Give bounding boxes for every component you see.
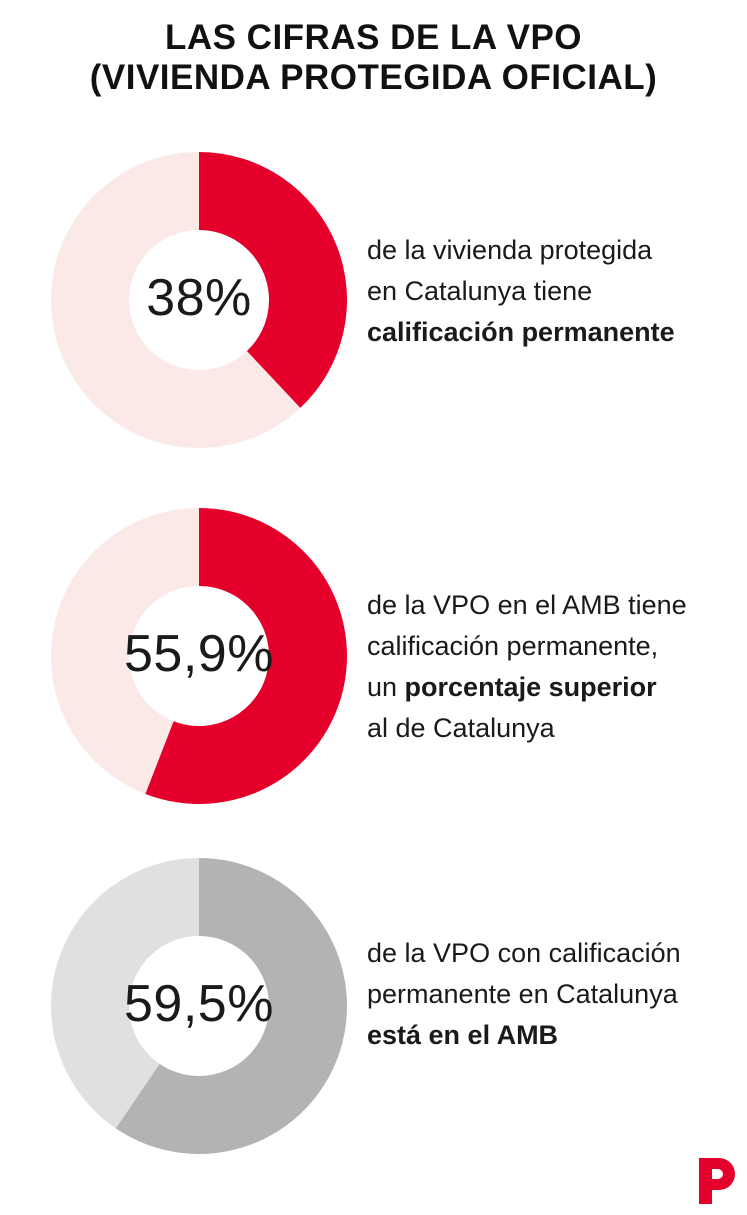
donut-chart-2: 55,9%: [49, 506, 349, 806]
logo-shape: [699, 1158, 735, 1204]
donut-2-line-4: al de Catalunya: [367, 708, 687, 749]
donut-1-percentage-label: 38%: [146, 269, 252, 327]
donut-3-description: de la VPO con calificación permanente en…: [367, 933, 681, 1056]
donut-3-line-1-plain: de la VPO con calificación: [367, 938, 681, 968]
donut-2-line-3-bold: porcentaje superior: [404, 672, 657, 702]
donut-3-line-3: está en el AMB: [367, 1015, 681, 1056]
donut-1-line-1: de la vivienda protegida: [367, 230, 675, 271]
publico-p-logo-icon: [699, 1158, 735, 1204]
donut-svg-3: [51, 858, 347, 1154]
donut-svg-1: [50, 152, 348, 448]
donut-2-line-1: de la VPO en el AMB tiene: [367, 585, 687, 626]
donut-3-percentage-label: 59,5%: [124, 975, 274, 1033]
donut-svg-2: [50, 508, 347, 804]
donut-3-line-3-bold: está en el AMB: [367, 1020, 559, 1050]
donut-1-line-3-bold: calificación permanente: [367, 317, 675, 347]
title-line-1: LAS CIFRAS DE LA VPO: [164, 18, 583, 57]
donut-1-line-3: calificación permanente: [367, 312, 675, 353]
donut-2-description: de la VPO en el AMB tiene calificación p…: [367, 585, 687, 749]
donut-2-percentage-label: 55,9%: [124, 625, 274, 683]
donut-chart-3: 59,5%: [49, 856, 349, 1156]
page-title: LAS CIFRAS DE LA VPO (VIVIENDA PROTEGIDA…: [0, 18, 747, 98]
donut-1-line-1-plain: de la vivienda protegida: [367, 235, 653, 265]
donut-3-line-2: permanente en Catalunya: [367, 974, 681, 1015]
donut-2-line-3: un porcentaje superior: [367, 667, 687, 708]
donut-2-remainder-arc: [50, 508, 200, 794]
donut-1-remainder-arc: [50, 152, 301, 448]
donut-chart-1: 38%: [49, 150, 349, 450]
donut-1-line-2-plain: en Catalunya tiene: [367, 276, 593, 306]
donut-1-line-2: en Catalunya tiene: [367, 271, 675, 312]
donut-3-value-arc: [115, 858, 347, 1154]
donut-3-line-2-plain: permanente en Catalunya: [367, 979, 678, 1009]
donut-2-value-arc: [145, 508, 347, 804]
donut-2-line-1-plain: de la VPO en el AMB tiene: [367, 590, 687, 620]
donut-1-description: de la vivienda protegida en Catalunya ti…: [367, 230, 675, 353]
donut-2-line-4-plain: al de Catalunya: [367, 713, 555, 743]
donut-3-remainder-arc: [51, 858, 199, 1129]
donut-2-line-3-plain: un: [367, 672, 405, 702]
title-line-2: (VIVIENDA PROTEGIDA OFICIAL): [89, 58, 658, 97]
donut-2-line-2: calificación permanente,: [367, 626, 687, 667]
donut-3-line-1: de la VPO con calificación: [367, 933, 681, 974]
donut-2-line-2-plain: calificación permanente,: [367, 631, 659, 661]
donut-1-value-arc: [199, 152, 348, 408]
